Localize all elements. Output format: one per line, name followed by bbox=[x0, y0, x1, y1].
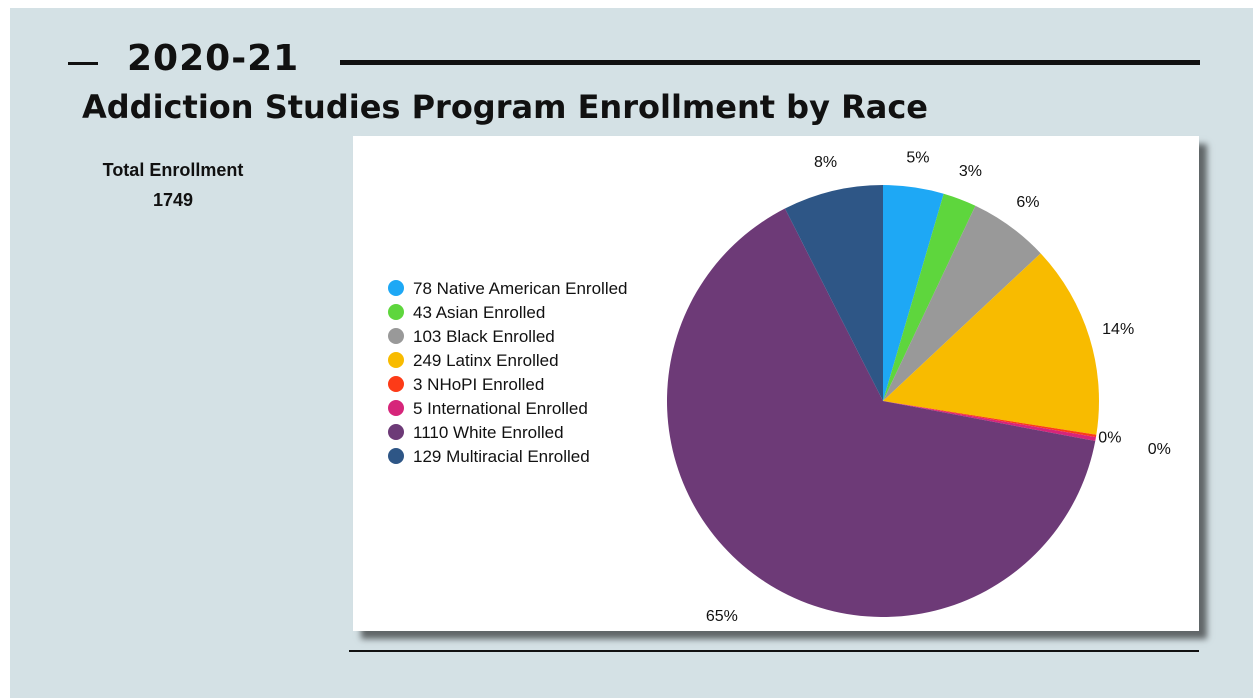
pct-label-78-native-american-enrolled: 5% bbox=[906, 149, 929, 166]
pct-label-249-latinx-enrolled: 14% bbox=[1102, 321, 1134, 338]
legend-swatch bbox=[388, 448, 404, 464]
legend-item-43-asian-enrolled: 43 Asian Enrolled bbox=[388, 303, 545, 322]
pct-label-129-multiracial-enrolled: 8% bbox=[814, 154, 837, 171]
legend-swatch bbox=[388, 352, 404, 368]
page-title: Addiction Studies Program Enrollment by … bbox=[82, 88, 928, 126]
total-enrollment-value: 1749 bbox=[152, 190, 194, 210]
legend-item-3-nhopi-enrolled: 3 NHoPI Enrolled bbox=[388, 375, 544, 394]
legend-item-249-latinx-enrolled: 249 Latinx Enrolled bbox=[388, 351, 559, 370]
legend-swatch bbox=[388, 424, 404, 440]
legend-item-5-international-enrolled: 5 International Enrolled bbox=[388, 399, 588, 418]
pct-label-103-black-enrolled: 6% bbox=[1016, 194, 1039, 211]
pie-slice-103-black-enrolled bbox=[883, 205, 1041, 401]
bottom-rule bbox=[349, 650, 1199, 652]
legend-label: 249 Latinx Enrolled bbox=[413, 351, 559, 370]
legend-label: 129 Multiracial Enrolled bbox=[413, 447, 590, 466]
pie-chart-card: 5% 3% 6% 14% 0% 0% 65% 8% 78 Native American En… bbox=[353, 136, 1199, 631]
pie-slices bbox=[666, 185, 1099, 617]
legend-label: 1110 White Enrolled bbox=[413, 423, 564, 442]
legend-item-129-multiracial-enrolled: 129 Multiracial Enrolled bbox=[388, 447, 590, 466]
pct-label-1110-white-enrolled: 65% bbox=[706, 608, 738, 625]
pie-slice-3-nhopi-enrolled bbox=[883, 401, 1097, 438]
legend-item-78-native-american-enrolled: 78 Native American Enrolled bbox=[388, 279, 628, 298]
pie-chart: 5% 3% 6% 14% 0% 0% 65% 8% 78 Native American En… bbox=[388, 149, 1171, 625]
legend-item-1110-white-enrolled: 1110 White Enrolled bbox=[388, 423, 564, 442]
legend-swatch bbox=[388, 376, 404, 392]
legend-label: 78 Native American Enrolled bbox=[413, 279, 628, 298]
pie-slice-78-native-american-enrolled bbox=[883, 185, 944, 401]
legend-item-103-black-enrolled: 103 Black Enrolled bbox=[388, 327, 555, 346]
legend-label: 3 NHoPI Enrolled bbox=[413, 375, 544, 394]
pie-slice-249-latinx-enrolled bbox=[883, 253, 1099, 435]
title-dash bbox=[68, 62, 98, 65]
legend-label: 103 Black Enrolled bbox=[413, 327, 555, 346]
chart-legend: 78 Native American Enrolled 43 Asian Enro… bbox=[388, 279, 628, 466]
pie-slice-5-international-enrolled bbox=[883, 401, 1096, 442]
pct-label-43-asian-enrolled: 3% bbox=[959, 163, 982, 180]
year-heading: 2020-21 bbox=[127, 38, 300, 79]
legend-swatch bbox=[388, 328, 404, 344]
slide-background: 2020-21 Addiction Studies Program Enroll… bbox=[10, 8, 1253, 698]
pct-label-3-nhopi-enrolled: 0% bbox=[1098, 430, 1121, 447]
legend-swatch bbox=[388, 280, 404, 296]
total-enrollment-label: Total Enrollment bbox=[102, 160, 244, 180]
pie-slice-1110-white-enrolled bbox=[666, 208, 1096, 617]
legend-label: 43 Asian Enrolled bbox=[413, 303, 545, 322]
top-rule bbox=[340, 60, 1200, 65]
legend-swatch bbox=[388, 400, 404, 416]
legend-label: 5 International Enrolled bbox=[413, 399, 588, 418]
pie-slice-43-asian-enrolled bbox=[883, 193, 976, 401]
legend-swatch bbox=[388, 304, 404, 320]
pct-label-5-international-enrolled: 0% bbox=[1148, 441, 1171, 458]
pie-percent-labels: 5% 3% 6% 14% 0% 0% 65% 8% bbox=[706, 149, 1171, 625]
pie-slice-129-multiracial-enrolled bbox=[784, 185, 883, 401]
